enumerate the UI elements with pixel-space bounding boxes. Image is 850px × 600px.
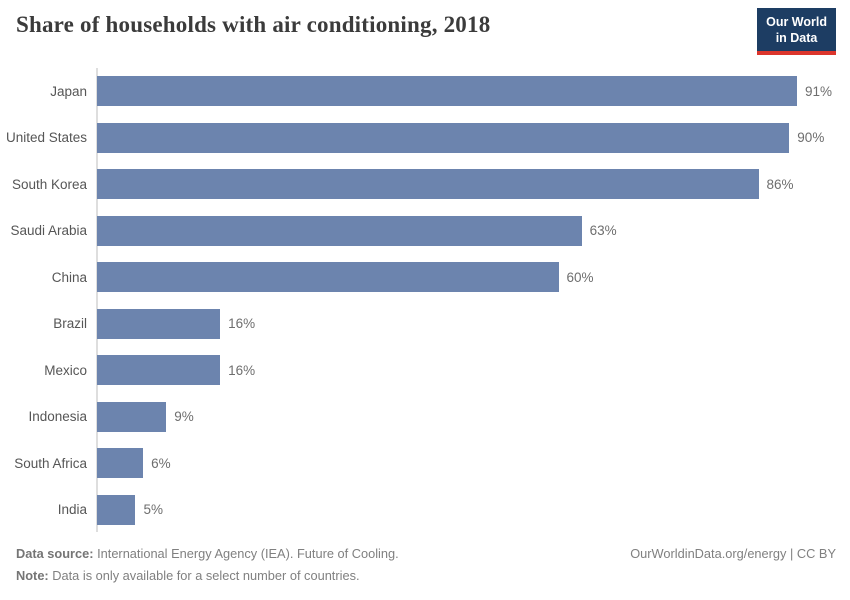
bar[interactable] xyxy=(97,494,136,525)
bar[interactable] xyxy=(97,215,582,246)
category-label: Brazil xyxy=(53,316,87,331)
chart-row: Indonesia 9% xyxy=(0,401,850,432)
value-label: 5% xyxy=(143,502,163,517)
category-label: China xyxy=(51,269,87,285)
chart-row: South Korea 86% xyxy=(0,169,850,199)
data-source-text: International Energy Agency (IEA). Futur… xyxy=(93,546,399,561)
value-label: 16% xyxy=(228,316,256,331)
value-label: 60% xyxy=(566,269,594,285)
value-label: 16% xyxy=(228,362,256,378)
bar-chart: Japan 91% United States 90% South Korea 86% Sa… xyxy=(0,68,850,534)
chart-row: Brazil 16% xyxy=(0,308,850,339)
bar[interactable] xyxy=(97,262,559,292)
bar[interactable] xyxy=(97,169,759,199)
chart-row: United States 90% xyxy=(0,122,850,153)
y-axis-line xyxy=(96,68,98,532)
bar[interactable] xyxy=(97,122,790,153)
attribution-link[interactable]: OurWorldinData.org/energy | CC BY xyxy=(630,546,836,561)
bar[interactable] xyxy=(97,448,144,478)
category-label: India xyxy=(57,502,87,517)
value-label: 86% xyxy=(766,176,794,192)
note-line: Note: Data is only available for a selec… xyxy=(16,565,836,587)
note-label: Note: xyxy=(16,567,49,583)
page-title: Share of households with air conditionin… xyxy=(16,12,491,37)
chart-row: Mexico 16% xyxy=(0,355,850,385)
bar[interactable] xyxy=(97,308,221,339)
category-label: United States xyxy=(5,130,87,145)
value-label: 91% xyxy=(805,83,833,99)
owid-logo-line2: in Data xyxy=(775,30,818,45)
value-label: 6% xyxy=(151,455,171,471)
data-source-label: Data source: xyxy=(16,546,94,561)
chart-rows: Japan 91% United States 90% South Korea 86% Sa… xyxy=(0,76,850,525)
value-label: 9% xyxy=(174,409,194,424)
value-label: 63% xyxy=(589,223,617,238)
owid-logo[interactable]: Our World in Data xyxy=(757,8,836,56)
chart-header: Share of households with air conditionin… xyxy=(0,0,850,62)
note-text: Data is only available for a select numb… xyxy=(48,567,360,583)
category-label: Indonesia xyxy=(28,409,87,424)
chart-row: Saudi Arabia 63% xyxy=(0,215,850,246)
category-label: Saudi Arabia xyxy=(10,223,87,238)
chart-row: Japan 91% xyxy=(0,76,850,106)
bar[interactable] xyxy=(97,401,167,432)
data-source-line: Data source: International Energy Agency… xyxy=(16,543,836,565)
category-label: South Korea xyxy=(11,176,87,192)
chart-footer: Data source: International Energy Agency… xyxy=(16,543,836,587)
chart-row: India 5% xyxy=(0,494,850,525)
category-label: Japan xyxy=(50,83,87,99)
category-label: South Africa xyxy=(14,455,87,471)
chart-row: South Africa 6% xyxy=(0,448,850,478)
category-label: Mexico xyxy=(44,362,87,378)
owid-logo-line1: Our World xyxy=(766,15,827,29)
bar[interactable] xyxy=(97,76,797,106)
value-label: 90% xyxy=(797,130,825,145)
chart-row: China 60% xyxy=(0,262,850,292)
bar[interactable] xyxy=(97,355,221,385)
